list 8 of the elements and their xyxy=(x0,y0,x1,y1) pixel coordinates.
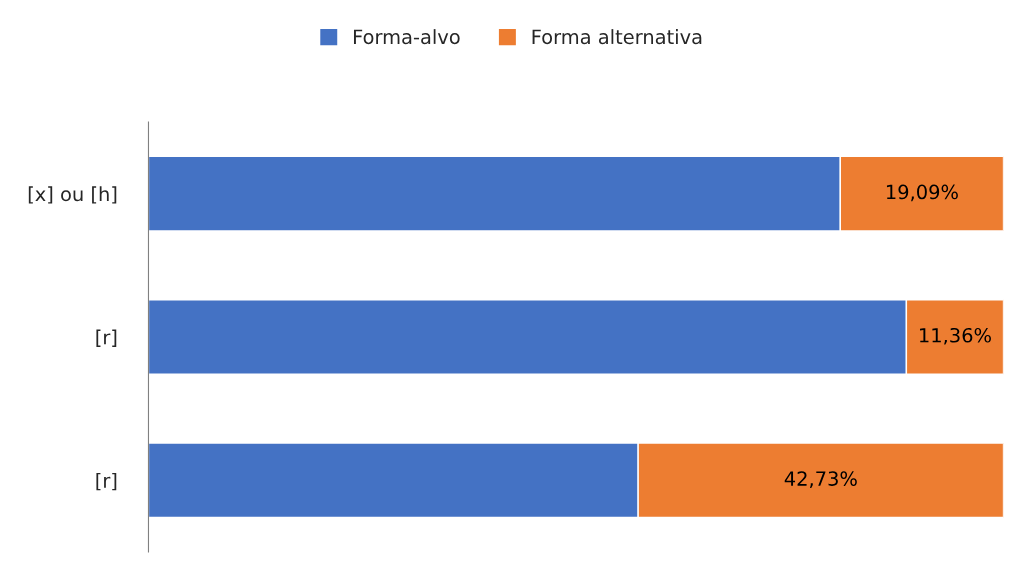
data-label: 19,09% xyxy=(886,184,958,202)
legend-label: Forma alternativa xyxy=(532,29,702,45)
y-tick-label: [r] xyxy=(96,329,117,347)
legend-label: Forma-alvo xyxy=(354,29,460,45)
y-tick-label: [x] ou [h] xyxy=(28,186,117,204)
data-label: 11,36% xyxy=(920,327,991,345)
data-label: 42,73% xyxy=(784,471,857,488)
y-tick-label: [r] xyxy=(96,472,117,491)
